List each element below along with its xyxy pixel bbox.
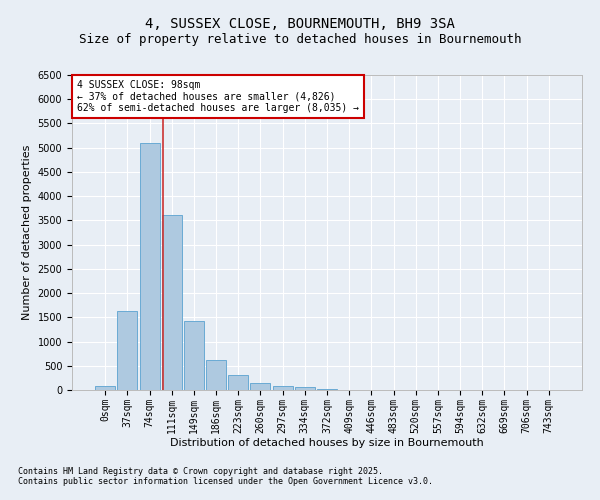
Bar: [95, 386, 115, 390]
Text: 4, SUSSEX CLOSE, BOURNEMOUTH, BH9 3SA: 4, SUSSEX CLOSE, BOURNEMOUTH, BH9 3SA: [145, 18, 455, 32]
Bar: [228, 375, 248, 390]
Bar: [140, 143, 160, 390]
Text: Size of property relative to detached houses in Bournemouth: Size of property relative to detached ho…: [79, 32, 521, 46]
Text: Contains public sector information licensed under the Open Government Licence v3: Contains public sector information licen…: [18, 477, 433, 486]
Y-axis label: Number of detached properties: Number of detached properties: [22, 145, 32, 320]
Bar: [295, 388, 315, 390]
Bar: [272, 386, 293, 390]
Bar: [206, 360, 226, 390]
Text: Contains HM Land Registry data © Crown copyright and database right 2025.: Contains HM Land Registry data © Crown c…: [18, 467, 383, 476]
Text: 4 SUSSEX CLOSE: 98sqm
← 37% of detached houses are smaller (4,826)
62% of semi-d: 4 SUSSEX CLOSE: 98sqm ← 37% of detached …: [77, 80, 359, 113]
Bar: [184, 321, 204, 390]
Bar: [250, 383, 271, 390]
Bar: [118, 310, 137, 390]
X-axis label: Distribution of detached houses by size in Bournemouth: Distribution of detached houses by size …: [170, 438, 484, 448]
Bar: [317, 388, 337, 390]
Bar: [162, 214, 182, 390]
